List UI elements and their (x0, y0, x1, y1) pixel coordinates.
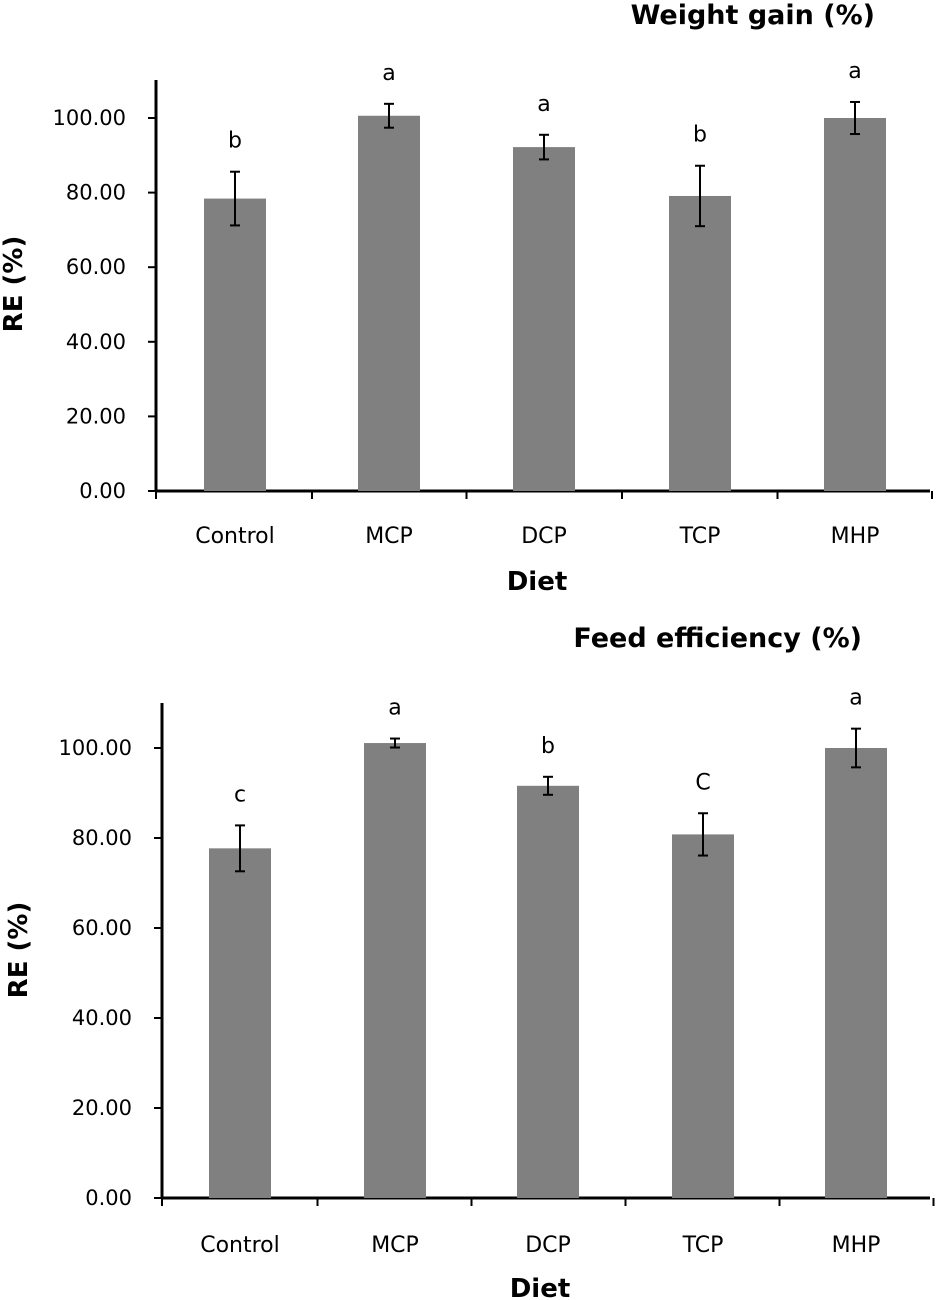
chart2-significance-label: c (234, 782, 246, 807)
chart1-bar-mcp (358, 115, 420, 492)
chart2-y-tick-label: 80.00 (72, 826, 132, 850)
chart2-bar-mcp (364, 743, 426, 1198)
chart1-bar-control (204, 198, 266, 491)
chart2-y-axis-title: RE (%) (4, 902, 34, 999)
chart1-x-axis-title: Diet (507, 567, 568, 597)
chart2-x-axis-title: Diet (510, 1274, 571, 1300)
chart1-significance-label: a (382, 61, 395, 86)
chart1-category-label: MHP (831, 524, 880, 549)
chart2-y-tick-label: 0.00 (85, 1186, 132, 1210)
chart2-y-tick-label: 100.00 (59, 736, 132, 760)
chart2-significance-label: C (695, 770, 710, 795)
chart2-category-label: DCP (525, 1233, 571, 1258)
chart2-bar-dcp (517, 785, 579, 1198)
chart1-significance-label: a (537, 92, 550, 117)
chart2-y-tick-label: 20.00 (72, 1096, 132, 1120)
chart2-significance-label: a (849, 686, 862, 711)
chart2-significance-label: b (541, 734, 555, 759)
chart1-bar-mhp (824, 118, 886, 491)
chart1-y-tick-label: 80.00 (66, 181, 126, 205)
chart2-significance-label: a (388, 696, 401, 721)
chart2-title: Feed efficiency (%) (573, 623, 862, 654)
chart1-significance-label: b (693, 123, 707, 148)
chart1-y-tick-label: 100.00 (53, 106, 126, 130)
chart1-significance-label: a (848, 59, 861, 84)
chart1-y-tick-label: 0.00 (79, 479, 126, 503)
chart2-bar-tcp (672, 834, 734, 1198)
chart1-bar-dcp (513, 147, 575, 491)
chart2-y-tick-label: 60.00 (72, 916, 132, 940)
chart1-category-label: Control (195, 524, 275, 549)
chart1-category-label: TCP (679, 524, 721, 549)
chart1-y-tick-label: 40.00 (66, 330, 126, 354)
chart2-category-label: TCP (682, 1233, 724, 1258)
chart1-y-tick-label: 60.00 (66, 255, 126, 279)
chart2-category-label: MHP (832, 1233, 881, 1258)
chart1-significance-label: b (228, 129, 242, 154)
chart2-category-label: MCP (371, 1233, 419, 1258)
chart1-bar-tcp (669, 195, 731, 491)
chart1-category-label: DCP (521, 524, 567, 549)
chart2-y-tick-label: 40.00 (72, 1006, 132, 1030)
chart1-category-label: MCP (365, 524, 413, 549)
chart2-bar-mhp (825, 748, 887, 1198)
chart1-y-tick-label: 20.00 (66, 404, 126, 428)
chart2-bar-control (209, 848, 271, 1198)
chart1-y-axis-title: RE (%) (0, 236, 29, 333)
chart2-category-label: Control (200, 1233, 280, 1258)
chart1-title: Weight gain (%) (631, 0, 875, 31)
